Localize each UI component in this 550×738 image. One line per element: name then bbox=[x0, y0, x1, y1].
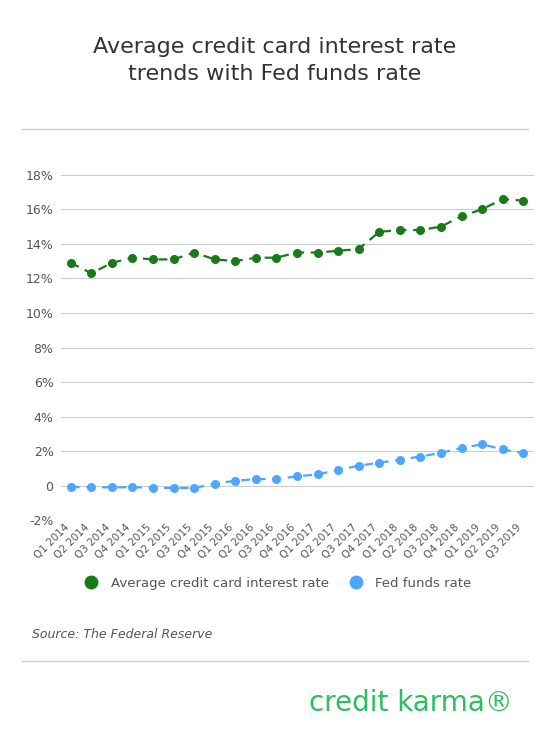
Text: credit karma®: credit karma® bbox=[309, 689, 513, 717]
Text: Average credit card interest rate
trends with Fed funds rate: Average credit card interest rate trends… bbox=[94, 37, 456, 84]
Legend: Average credit card interest rate, Fed funds rate: Average credit card interest rate, Fed f… bbox=[73, 571, 477, 595]
Text: Source: The Federal Reserve: Source: The Federal Reserve bbox=[32, 628, 212, 641]
